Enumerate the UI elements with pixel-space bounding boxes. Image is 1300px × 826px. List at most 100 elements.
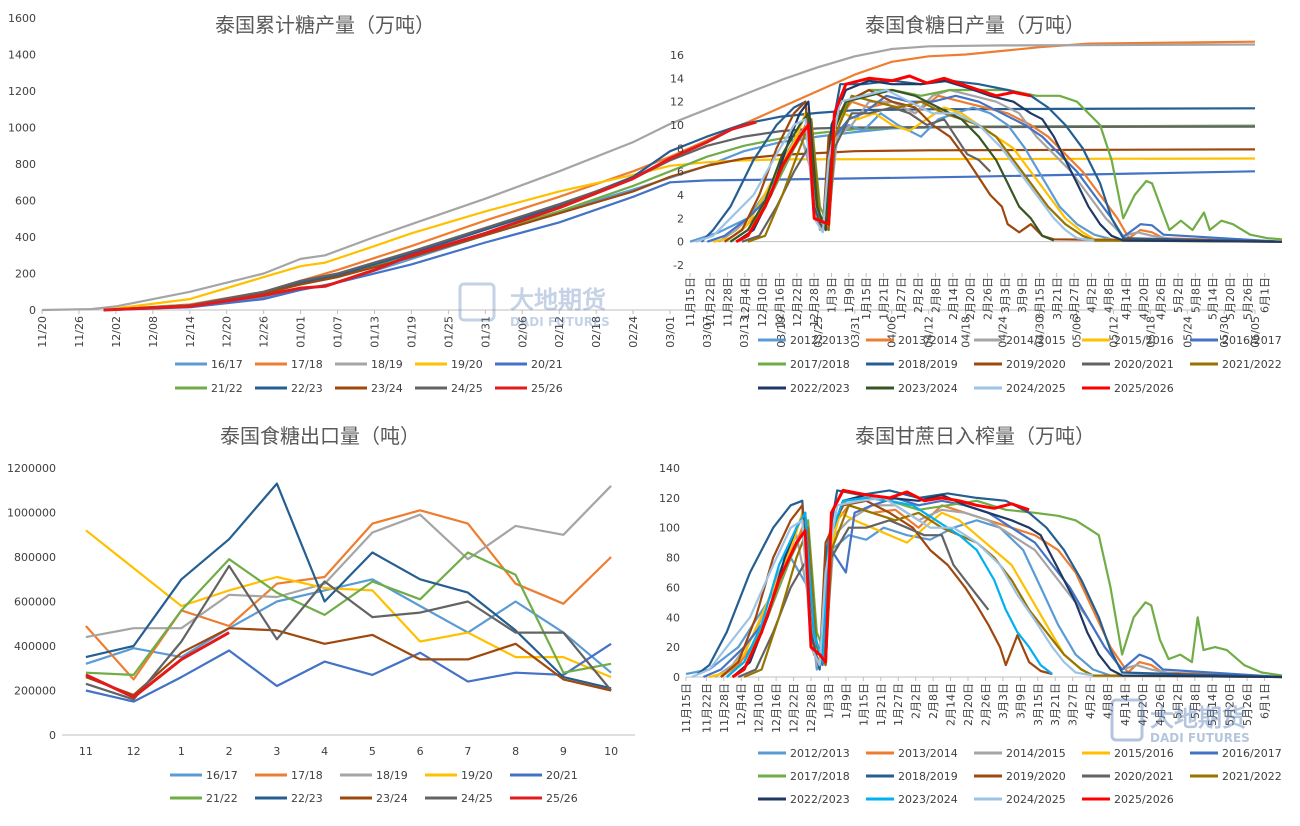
- x-tick-label: 1月15日: [857, 683, 870, 726]
- legend-label: 17/18: [291, 769, 323, 782]
- legend-label: 2024/2025: [1006, 382, 1066, 395]
- legend-label: 2014/2015: [1006, 747, 1066, 760]
- x-tick-label: 12月28日: [805, 683, 818, 733]
- x-tick-label: 04/30: [1033, 316, 1046, 348]
- y-tick-label: 800: [15, 158, 36, 171]
- y-tick-label: -2: [673, 259, 684, 272]
- legend-label: 2017/2018: [790, 358, 850, 371]
- x-tick-label: 01/25: [442, 316, 455, 348]
- x-tick-label: 03/25: [812, 316, 825, 348]
- legend-label: 2012/2013: [790, 334, 850, 347]
- y-tick-label: 600: [15, 195, 36, 208]
- y-tick-label: 0: [677, 236, 684, 249]
- y-tick-label: 16: [670, 49, 684, 62]
- x-tick-label: 12/26: [258, 316, 271, 348]
- x-tick-label: 3月27日: [1068, 277, 1081, 320]
- legend-label: 16/17: [211, 358, 243, 371]
- x-tick-label: 11月15日: [680, 683, 693, 733]
- x-tick-label: 5月26日: [1241, 277, 1254, 320]
- legend-label: 16/17: [206, 769, 238, 782]
- legend-label: 25/26: [531, 382, 563, 395]
- legend-label: 2024/2025: [1006, 793, 1066, 806]
- x-tick-label: 11月22日: [700, 683, 713, 733]
- series-line-2020-2021: [741, 106, 992, 243]
- x-tick-label: 12/02: [110, 316, 123, 348]
- x-tick-label: 2月20日: [962, 683, 975, 726]
- x-tick-label: 4月26日: [1155, 277, 1168, 320]
- y-tick-label: 2: [677, 212, 684, 225]
- x-tick-label: 6月1日: [1259, 683, 1272, 719]
- x-tick-label: 05/18: [1144, 316, 1157, 348]
- x-tick-label: 01/01: [295, 316, 308, 348]
- x-tick-label: 04/12: [923, 316, 936, 348]
- chart-daily: 泰国食糖日产量（万吨） -2 0 2 4 6 8 10 12 14 16 11月15日 11月22日 11…: [670, 13, 1283, 395]
- x-tick-label: 05/06: [1070, 316, 1083, 348]
- watermark-top: 大地期货 DADI FUTURES: [458, 282, 610, 329]
- x-tick-label: 4月8日: [1102, 683, 1115, 719]
- series-line-2022-2023: [735, 79, 1283, 243]
- x-tick-label: 12月22日: [788, 683, 801, 733]
- legend-label: 2023/2024: [898, 382, 958, 395]
- legend-label: 2017/2018: [790, 770, 850, 783]
- x-tick-label: 11月22日: [704, 277, 717, 327]
- x-tick-label: 2月26日: [981, 277, 994, 320]
- legend-label: 24/25: [461, 792, 493, 805]
- x-tick-label: 12/08: [147, 316, 160, 348]
- legend-label: 2023/2024: [898, 793, 958, 806]
- series-line-2020-2021: [737, 519, 990, 679]
- y-tick-label: 140: [659, 462, 680, 475]
- watermark-cn: 大地期货: [1150, 704, 1246, 732]
- series-line-2025-2026: [731, 488, 1030, 679]
- x-tick-label: 2月20日: [964, 277, 977, 320]
- series-line-2018-2019: [696, 489, 1283, 679]
- x-tick-label: 4月20日: [1136, 683, 1149, 726]
- x-tick-label: 12月4日: [739, 277, 752, 320]
- legend-label: 2013/2014: [898, 747, 958, 760]
- series-line-24-25: [85, 564, 612, 701]
- y-tick-label: 1200000: [7, 462, 56, 475]
- y-tick-label: 200000: [14, 685, 56, 698]
- chart-title: 泰国食糖出口量（吨）: [220, 424, 420, 448]
- y-tick-label: 1200: [8, 85, 36, 98]
- x-tick-label: 12月22日: [791, 277, 804, 327]
- legend-label: 23/24: [376, 792, 408, 805]
- legend-label: 2021/2022: [1222, 770, 1282, 783]
- x-tick-label: 3月9日: [1016, 277, 1029, 313]
- y-tick-label: 20: [666, 641, 680, 654]
- x-tick-label: 10: [604, 745, 618, 758]
- legend-label: 2014/2015: [1006, 334, 1066, 347]
- series-line-22-23: [85, 482, 612, 690]
- x-tick-label: 1月9日: [840, 683, 853, 719]
- x-tick-label: 5月14日: [1206, 683, 1219, 726]
- x-tick-label: 02/24: [627, 316, 640, 348]
- y-tick-label: 8: [677, 142, 684, 155]
- series-line-2019-2020: [724, 88, 1283, 243]
- watermark-logo-icon: [1110, 698, 1144, 742]
- x-tick-label: 11/20: [36, 316, 49, 348]
- y-tick-label: 200: [15, 268, 36, 281]
- x-tick-label: 12月10日: [753, 683, 766, 733]
- x-tick-label: 4月14日: [1120, 277, 1133, 320]
- legend-label: 18/19: [371, 358, 403, 371]
- y-tick-label: 80: [666, 552, 680, 565]
- x-tick-label: 03/13: [738, 316, 751, 348]
- y-tick-label: 1600: [8, 12, 36, 25]
- x-tick-label: 01/13: [368, 316, 381, 348]
- x-tick-label: 3: [273, 745, 280, 758]
- x-tick-label: 3月15日: [1033, 277, 1046, 320]
- series-line-23-24: [85, 627, 612, 697]
- x-tick-label: 4月2日: [1084, 683, 1097, 719]
- y-tick-label: 800000: [14, 551, 56, 564]
- y-tick-label: 10: [670, 119, 684, 132]
- x-tick-label: 12月10日: [756, 277, 769, 327]
- x-tick-label: 03/01: [664, 316, 677, 348]
- series-line-22-23: [103, 107, 1256, 312]
- series-line-19-20: [85, 529, 612, 679]
- x-tick-label: 4月26日: [1154, 683, 1167, 726]
- legend-label: 21/22: [211, 382, 243, 395]
- series-line-2024-2025: [695, 88, 1095, 243]
- x-tick-label: 1: [178, 745, 185, 758]
- legend-label: 2025/2026: [1114, 382, 1174, 395]
- chart-title: 泰国累计糖产量（万吨）: [215, 13, 435, 37]
- x-tick-label: 4月14日: [1119, 683, 1132, 726]
